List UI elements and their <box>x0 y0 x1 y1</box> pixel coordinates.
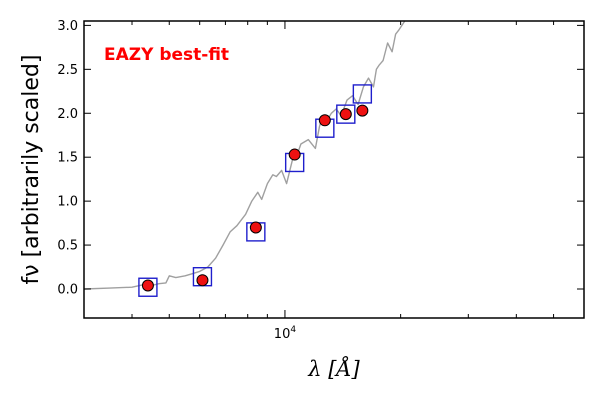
observed-flux-point <box>141 279 154 292</box>
y-tick-label: 0.5 <box>57 239 78 254</box>
model-flux-square <box>352 84 373 104</box>
x-axis-title: λ [Å] <box>307 356 360 381</box>
plot-frame <box>83 20 585 319</box>
y-tick-label: 2.5 <box>57 63 78 78</box>
observed-flux-point <box>356 104 369 117</box>
plot-area <box>84 21 406 297</box>
y-tick-label: 2.0 <box>57 107 78 122</box>
fit-annotation: EAZY best-fit <box>104 45 229 65</box>
observed-flux-point <box>339 108 352 121</box>
observed-flux-point <box>318 114 331 127</box>
x-tick-label: 104 <box>274 325 297 342</box>
observed-flux-point <box>288 148 301 161</box>
observed-flux-point <box>249 221 262 234</box>
spectrum-line <box>84 21 406 290</box>
y-tick-label: 1.5 <box>57 151 78 166</box>
axis-ticks: 0.0 0.5 1.0 1.5 2.0 2.5 3.0 <box>57 19 585 318</box>
y-tick-label: 0.0 <box>57 283 78 298</box>
y-axis-title: fν [arbitrarily scaled] <box>19 55 44 285</box>
y-tick-label: 3.0 <box>57 19 78 34</box>
model-flux-square <box>336 104 356 124</box>
y-tick-label: 1.0 <box>57 195 78 210</box>
observed-flux-point <box>196 274 209 287</box>
model-flux-square <box>138 277 158 297</box>
